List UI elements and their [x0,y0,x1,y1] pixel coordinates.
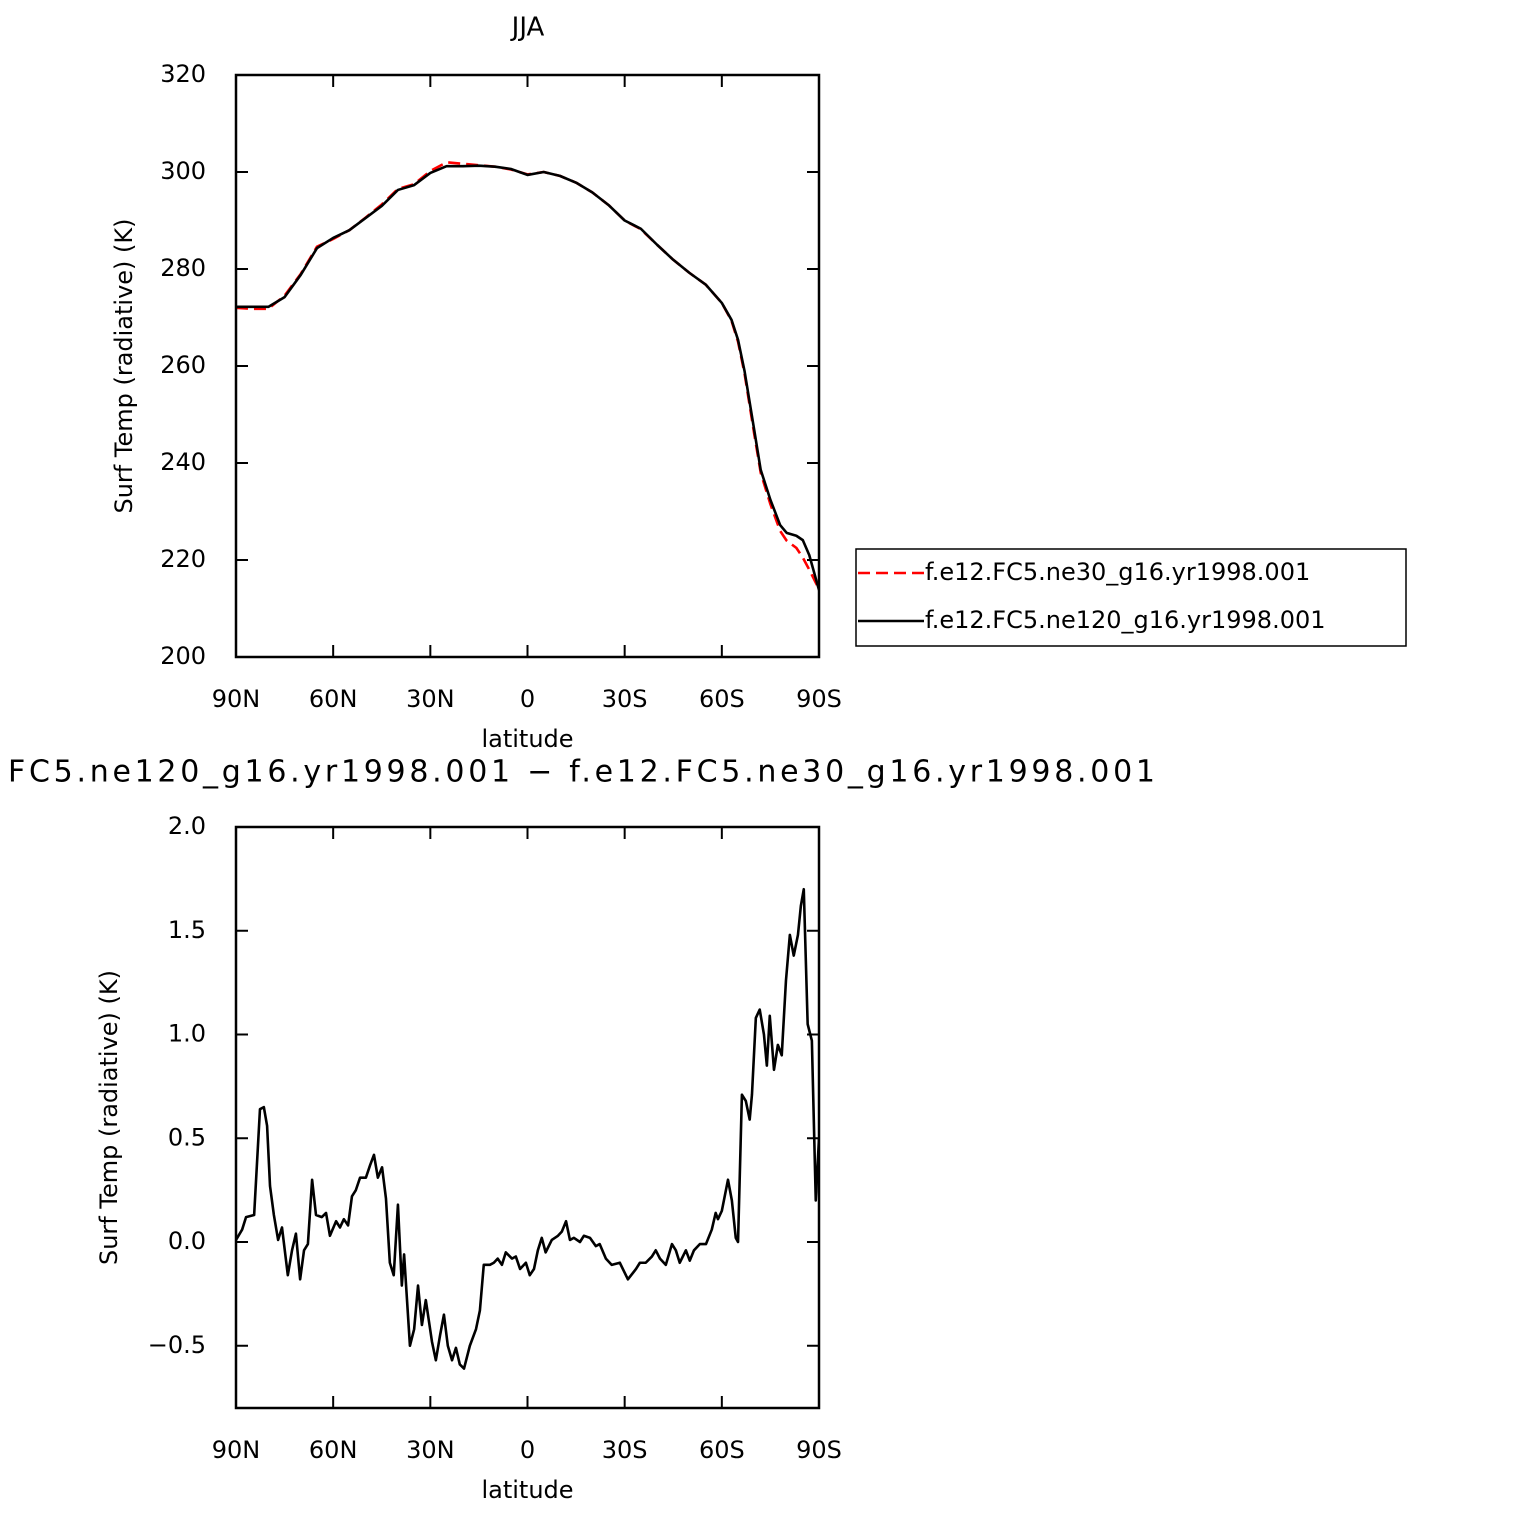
y-tick-label: 260 [160,351,206,379]
y-tick-label: 0.5 [168,1123,206,1151]
y-tick-label: 0.0 [168,1227,206,1255]
x-tick-label: 60N [309,685,358,713]
legend-label: f.e12.FC5.ne30_g16.yr1998.001 [925,558,1310,586]
data-line [236,161,819,590]
x-tick-label: 30S [602,1436,648,1464]
y-tick-label: 220 [160,545,206,573]
x-tick-label: 30N [406,685,455,713]
x-axis-label: latitude [481,725,573,753]
x-tick-label: 30S [602,685,648,713]
legend-label: f.e12.FC5.ne120_g16.yr1998.001 [925,606,1326,634]
y-tick-label: 1.5 [168,916,206,944]
x-tick-label: 60S [699,685,745,713]
y-tick-label: −0.5 [148,1331,206,1359]
data-line [236,164,819,591]
y-tick-label: 280 [160,254,206,282]
y-axis-label: Surf Temp (radiative) (K) [95,970,123,1265]
x-tick-label: 60S [699,1436,745,1464]
plot-frame [234,825,821,1410]
plot-frame [234,73,821,659]
plot-area [236,161,819,591]
y-tick-label: 300 [160,157,206,185]
y-tick-label: 2.0 [168,812,206,840]
x-axis-label: latitude [481,1476,573,1504]
y-tick-label: 240 [160,448,206,476]
x-tick-label: 90N [212,1436,261,1464]
x-tick-label: 0 [520,1436,535,1464]
plot-area [236,887,819,1370]
y-tick-label: 320 [160,60,206,88]
chart-title: FC5.ne120_g16.yr1998.001 − f.e12.FC5.ne3… [8,755,1155,790]
x-tick-label: 90S [796,685,842,713]
x-tick-label: 90N [212,685,261,713]
chart-title: JJA [510,13,545,43]
x-tick-label: 30N [406,1436,455,1464]
y-tick-label: 200 [160,642,206,670]
x-tick-label: 90S [796,1436,842,1464]
y-tick-label: 1.0 [168,1020,206,1048]
y-axis-label: Surf Temp (radiative) (K) [110,218,138,513]
legend-box [855,548,1407,647]
x-tick-label: 0 [520,685,535,713]
data-line [236,887,819,1370]
x-tick-label: 60N [309,1436,358,1464]
